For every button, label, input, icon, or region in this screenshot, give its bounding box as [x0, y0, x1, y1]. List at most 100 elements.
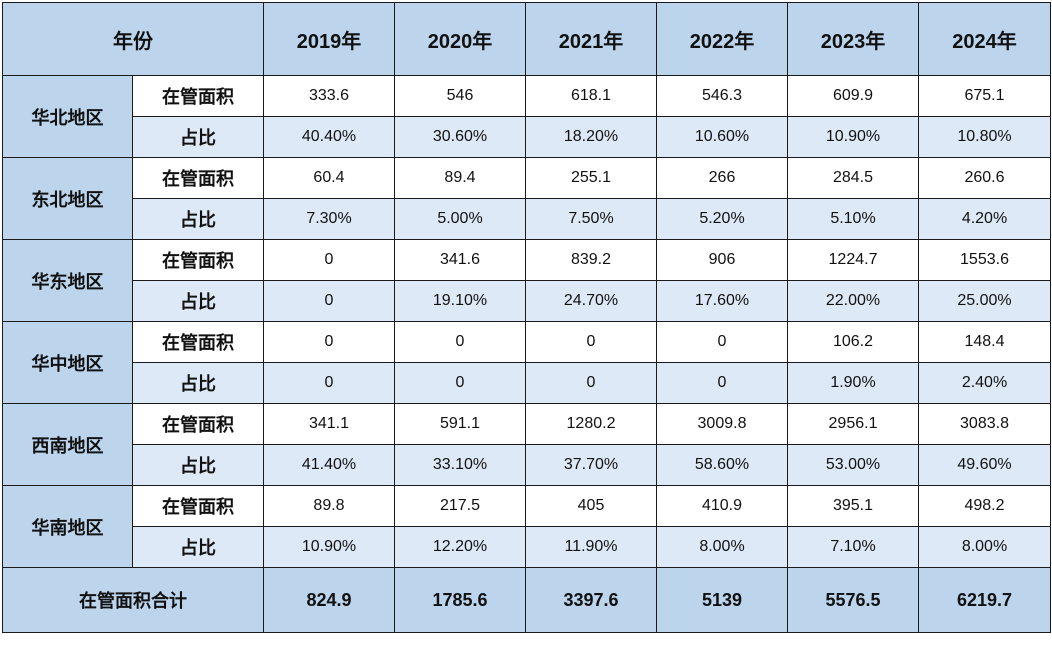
share-cell: 18.20% [525, 116, 657, 158]
metric-label-area: 在管面积 [132, 75, 264, 117]
area-cell: 89.8 [263, 485, 395, 527]
area-cell: 89.4 [394, 157, 526, 199]
share-cell: 10.90% [787, 116, 919, 158]
metric-label-share: 占比 [132, 526, 264, 568]
metric-label-share: 占比 [132, 280, 264, 322]
area-cell: 1224.7 [787, 239, 919, 281]
region-share-row: 占比 7.30% 5.00% 7.50% 5.20% 5.10% 4.20% [3, 198, 1051, 240]
share-cell: 53.00% [787, 444, 919, 486]
share-cell: 10.80% [918, 116, 1051, 158]
area-cell: 1553.6 [918, 239, 1051, 281]
metric-label-area: 在管面积 [132, 485, 264, 527]
region-share-row: 占比 0 19.10% 24.70% 17.60% 22.00% 25.00% [3, 280, 1051, 322]
area-cell: 148.4 [918, 321, 1051, 363]
total-cell: 5576.5 [787, 567, 919, 633]
share-cell: 10.90% [263, 526, 395, 568]
regional-area-table: 年份 2019年 2020年 2021年 2022年 2023年 2024年 华… [2, 2, 1051, 633]
region-name: 华北地区 [2, 75, 133, 158]
area-cell: 546.3 [656, 75, 788, 117]
share-cell: 4.20% [918, 198, 1051, 240]
share-cell: 7.50% [525, 198, 657, 240]
share-cell: 33.10% [394, 444, 526, 486]
area-cell: 0 [263, 321, 395, 363]
share-cell: 37.70% [525, 444, 657, 486]
area-cell: 60.4 [263, 157, 395, 199]
area-cell: 618.1 [525, 75, 657, 117]
total-cell: 6219.7 [918, 567, 1051, 633]
region-area-row: 华南地区 在管面积 89.8 217.5 405 410.9 395.1 498.2 [2, 485, 1051, 568]
share-cell: 58.60% [656, 444, 788, 486]
area-cell: 591.1 [394, 403, 526, 445]
share-cell: 5.20% [656, 198, 788, 240]
region-share-row: 占比 41.40% 33.10% 37.70% 58.60% 53.00% 49.60% [3, 444, 1051, 486]
total-cell: 1785.6 [394, 567, 526, 633]
area-cell: 106.2 [787, 321, 919, 363]
area-cell: 395.1 [787, 485, 919, 527]
area-cell: 0 [394, 321, 526, 363]
share-cell: 17.60% [656, 280, 788, 322]
area-cell: 498.2 [918, 485, 1051, 527]
region-share-row: 占比 40.40% 30.60% 18.20% 10.60% 10.90% 10.80% [3, 116, 1051, 158]
area-cell: 675.1 [918, 75, 1051, 117]
total-cell: 824.9 [263, 567, 395, 633]
share-cell: 10.60% [656, 116, 788, 158]
region-name: 华南地区 [2, 485, 133, 568]
area-cell: 0 [525, 321, 657, 363]
metric-label-share: 占比 [132, 198, 264, 240]
share-cell: 0 [394, 362, 526, 404]
year-header: 2021年 [525, 2, 657, 76]
area-cell: 2956.1 [787, 403, 919, 445]
region-name: 东北地区 [2, 157, 133, 240]
metric-label-area: 在管面积 [132, 239, 264, 281]
region-name: 西南地区 [2, 403, 133, 486]
area-cell: 255.1 [525, 157, 657, 199]
header-row: 年份 2019年 2020年 2021年 2022年 2023年 2024年 [2, 2, 1051, 76]
share-cell: 22.00% [787, 280, 919, 322]
area-cell: 1280.2 [525, 403, 657, 445]
share-cell: 8.00% [918, 526, 1051, 568]
region-area-row: 华北地区 在管面积 333.6 546 618.1 546.3 609.9 675.1 [2, 75, 1051, 158]
region-area-row: 东北地区 在管面积 60.4 89.4 255.1 266 284.5 260.6 [2, 157, 1051, 240]
year-header: 2019年 [263, 2, 395, 76]
share-cell: 1.90% [787, 362, 919, 404]
metric-label-share: 占比 [132, 444, 264, 486]
year-header: 2024年 [918, 2, 1051, 76]
share-cell: 0 [263, 362, 395, 404]
share-cell: 5.10% [787, 198, 919, 240]
area-cell: 266 [656, 157, 788, 199]
area-cell: 0 [656, 321, 788, 363]
share-cell: 0 [525, 362, 657, 404]
area-cell: 3009.8 [656, 403, 788, 445]
area-cell: 0 [263, 239, 395, 281]
area-cell: 839.2 [525, 239, 657, 281]
area-cell: 405 [525, 485, 657, 527]
area-cell: 341.1 [263, 403, 395, 445]
total-row: 在管面积合计 824.9 1785.6 3397.6 5139 5576.5 6… [2, 567, 1051, 633]
year-header: 2022年 [656, 2, 788, 76]
region-area-row: 西南地区 在管面积 341.1 591.1 1280.2 3009.8 2956.1 3083… [2, 403, 1051, 486]
year-header: 2020年 [394, 2, 526, 76]
share-cell: 5.00% [394, 198, 526, 240]
share-cell: 19.10% [394, 280, 526, 322]
share-cell: 12.20% [394, 526, 526, 568]
area-cell: 546 [394, 75, 526, 117]
area-cell: 217.5 [394, 485, 526, 527]
area-cell: 3083.8 [918, 403, 1051, 445]
metric-label-area: 在管面积 [132, 157, 264, 199]
share-cell: 24.70% [525, 280, 657, 322]
share-cell: 7.30% [263, 198, 395, 240]
year-header-label: 年份 [2, 2, 264, 76]
region-name: 华中地区 [2, 321, 133, 404]
metric-label-share: 占比 [132, 362, 264, 404]
area-cell: 284.5 [787, 157, 919, 199]
area-cell: 609.9 [787, 75, 919, 117]
region-area-row: 华中地区 在管面积 0 0 0 0 106.2 148.4 [2, 321, 1051, 404]
region-area-row: 华东地区 在管面积 0 341.6 839.2 906 1224.7 1553.6 [2, 239, 1051, 322]
share-cell: 0 [263, 280, 395, 322]
area-cell: 410.9 [656, 485, 788, 527]
share-cell: 30.60% [394, 116, 526, 158]
share-cell: 7.10% [787, 526, 919, 568]
total-cell: 3397.6 [525, 567, 657, 633]
metric-label-area: 在管面积 [132, 321, 264, 363]
share-cell: 41.40% [263, 444, 395, 486]
